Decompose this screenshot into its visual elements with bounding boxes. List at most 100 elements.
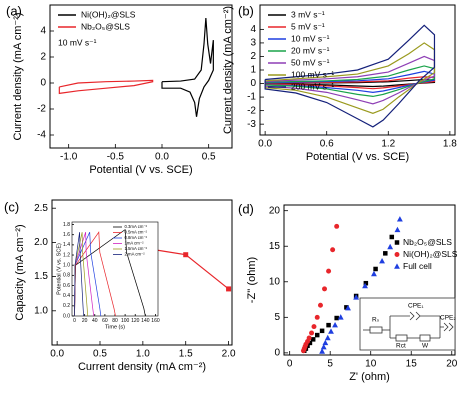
marker [345, 304, 351, 311]
x-tick-label: 1.0 [136, 349, 150, 360]
y-tick-label: -4 [37, 130, 46, 141]
legend-label: Ni(OH)₂@SLS [403, 249, 458, 259]
y-tick-label: -1 [247, 92, 256, 103]
y-tick-label: 0 [250, 78, 256, 89]
x-tick-label: 20 [446, 359, 458, 370]
y-tick-label: 15 [269, 241, 281, 252]
circuit-label: Rct [396, 343, 406, 350]
y-tick-label: 1 [250, 65, 256, 76]
y-axis-label: Potential (V vs. SCE) [56, 243, 62, 295]
x-tick-label: 10 [365, 359, 377, 370]
y-tick-label: 0 [274, 348, 280, 359]
x-tick-label: 0 [287, 359, 293, 370]
panel-label: (b) [238, 3, 254, 18]
series-line [264, 24, 436, 128]
marker [307, 340, 313, 346]
x-tick-label: 20 [82, 318, 88, 324]
marker [394, 240, 400, 245]
circuit-diagram: Rₛ CPE₁ Rct W CPE₂ [359, 297, 456, 351]
y-tick-label: 2 [250, 51, 256, 62]
series-line [74, 232, 84, 317]
x-tick-label: 80 [112, 318, 118, 324]
plot-frame [49, 4, 233, 149]
y-tick-label: 20 [269, 205, 281, 216]
marker [326, 268, 332, 274]
y-axis-label: Capacity (mA cm⁻²) [14, 224, 26, 320]
y-axis-label: Current density (mA cm⁻²) [222, 6, 234, 134]
series-line [264, 42, 436, 114]
y-tick-label: -3 [247, 119, 256, 130]
series-line [264, 55, 436, 105]
series-line [74, 231, 116, 317]
x-tick-label: 5 [327, 359, 333, 370]
circuit-box [359, 297, 456, 351]
marker [330, 247, 336, 253]
x-tick-label: 0.0 [258, 139, 272, 150]
y-tick-label: 1.2 [63, 252, 70, 258]
panel: 0.0 0.6 1.2 1.8 -3 -2 -1 0 1 2 3 4 Potential (V vs. … [222, 3, 457, 162]
circuit-label: CPE₁ [408, 303, 424, 310]
x-tick-label: 15 [406, 359, 418, 370]
marker [344, 305, 349, 310]
legend-label: Ni(OH)₂@SLS [81, 9, 136, 19]
x-axis-label: Z' (ohm) [349, 371, 390, 383]
legend-label: 200 mV s⁻¹ [291, 81, 334, 91]
panel-label: (d) [238, 201, 254, 216]
marker [334, 223, 340, 229]
y-tick-label: 10 [269, 276, 281, 287]
y-tick-label: 0.6 [63, 283, 70, 289]
x-axis-label: Potential (V vs. SCE) [306, 151, 409, 163]
marker [310, 337, 316, 342]
legend-label: Nb₂O₅@SLS [403, 237, 452, 247]
y-tick-label: 1.6 [63, 232, 70, 238]
legend-label: Nb₂O₅@SLS [81, 21, 130, 31]
marker [314, 314, 320, 320]
legend-label: 1.5mA cm⁻² [125, 246, 148, 251]
legend-label: 0.3mA cm⁻² [125, 224, 148, 229]
legend-label: 0.5mA cm⁻² [125, 230, 148, 235]
x-tick-label: 1.8 [443, 139, 457, 150]
marker [373, 266, 378, 272]
marker [314, 332, 320, 338]
marker [332, 321, 338, 328]
legend-label: Full cell [403, 261, 432, 271]
x-tick-label: 1.2 [381, 139, 395, 150]
y-axis-label: Current density (mA cm⁻²) [12, 12, 24, 140]
y-tick-label: 1.8 [63, 222, 70, 228]
x-tick-label: 0.6 [320, 139, 334, 150]
circuit-label: CPE₂ [440, 315, 456, 322]
legend-label: 50 mV s⁻¹ [291, 57, 330, 67]
circuit-label: Rₛ [372, 317, 380, 324]
x-tick-label: 100 [121, 318, 130, 324]
x-tick-label: 0.5 [202, 152, 216, 163]
marker [383, 251, 388, 256]
legend-label: 5 mV s⁻¹ [291, 21, 325, 31]
marker [394, 263, 400, 269]
marker [324, 334, 331, 341]
x-tick-label: 40 [92, 318, 98, 324]
marker [379, 258, 385, 264]
y-axis-label: -Z'' (ohm) [246, 257, 258, 303]
panel-label: (a) [6, 3, 22, 18]
x-tick-label: 0.5 [93, 349, 107, 360]
marker [183, 252, 189, 258]
legend-label: 10 mV s⁻¹ [291, 33, 330, 43]
circuit-label: W [422, 343, 429, 350]
y-tick-label: 0.4 [63, 293, 70, 299]
cpe [443, 322, 454, 332]
legend-label: 0.8mA cm⁻² [125, 235, 148, 240]
x-tick-label: 1.5 [179, 349, 193, 360]
y-tick-label: 0.8 [63, 273, 70, 279]
y-tick-label: 0.0 [63, 313, 70, 319]
x-tick-label: 160 [151, 318, 160, 324]
x-tick-label: 0 [73, 318, 76, 324]
panel: -1.0 -0.5 0.0 0.5 -4 -2 0 2 4 Potential (V vs. SC… [6, 3, 233, 176]
x-tick-label: 0.0 [50, 349, 64, 360]
marker [320, 344, 327, 350]
marker [371, 270, 377, 277]
y-tick-label: 4 [250, 24, 256, 35]
legend-label: 1mA cm⁻² [125, 241, 145, 246]
x-axis-label: Time (s) [105, 324, 125, 330]
y-tick-label: 0 [40, 78, 46, 89]
